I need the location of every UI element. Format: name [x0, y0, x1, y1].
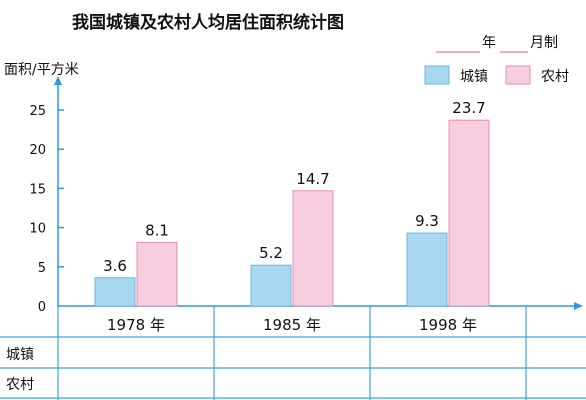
bar-value-label: 14.7 [296, 170, 329, 188]
y-ticks: 0 5 10 15 20 25 [29, 104, 64, 315]
bar-value-label: 9.3 [415, 212, 439, 230]
legend-label-urban: 城镇 [460, 69, 488, 85]
legend-swatch-urban [424, 65, 450, 85]
date-line: 年 月制 [436, 35, 558, 53]
bar-rural-0 [136, 241, 178, 307]
bar-value-label: 3.6 [103, 257, 127, 275]
table-row-label-rural: 农村 [6, 377, 34, 393]
y-tick-label: 20 [29, 143, 46, 158]
x-tick-label: 1985 年 [263, 316, 321, 334]
bars: 3.6 8.1 1978 年 5.2 14.7 1985 年 9.3 23.7 1998 年 [94, 99, 490, 334]
bar-value-label: 23.7 [452, 99, 485, 117]
bar-urban-0 [94, 277, 136, 307]
y-tick-label: 0 [38, 300, 46, 315]
y-axis-arrow [54, 76, 62, 85]
bar-value-label: 5.2 [259, 244, 283, 262]
legend-swatch-rural [505, 65, 531, 85]
bar-urban-1 [250, 264, 292, 307]
bar-urban-2 [406, 232, 448, 307]
table-row-label-urban: 城镇 [6, 347, 34, 363]
year-label: 年 [482, 35, 496, 51]
month-label: 月制 [530, 35, 558, 51]
legend: 城镇 农村 [424, 65, 569, 85]
bar-rural-1 [292, 190, 334, 307]
y-tick-label: 15 [29, 182, 46, 197]
y-tick-label: 25 [29, 104, 46, 119]
x-axis-arrow [574, 302, 583, 310]
data-table: 城镇 农村 [0, 306, 586, 400]
chart-title: 我国城镇及农村人均居住面积统计图 [72, 12, 344, 33]
x-tick-label: 1978 年 [107, 316, 165, 334]
x-tick-label: 1998 年 [419, 316, 477, 334]
y-tick-label: 10 [29, 222, 46, 237]
y-tick-label: 5 [38, 261, 46, 276]
y-axis-label: 面积/平方米 [4, 62, 79, 78]
legend-label-rural: 农村 [541, 69, 569, 85]
bar-value-label: 8.1 [145, 221, 169, 239]
bar-rural-2 [448, 119, 490, 307]
